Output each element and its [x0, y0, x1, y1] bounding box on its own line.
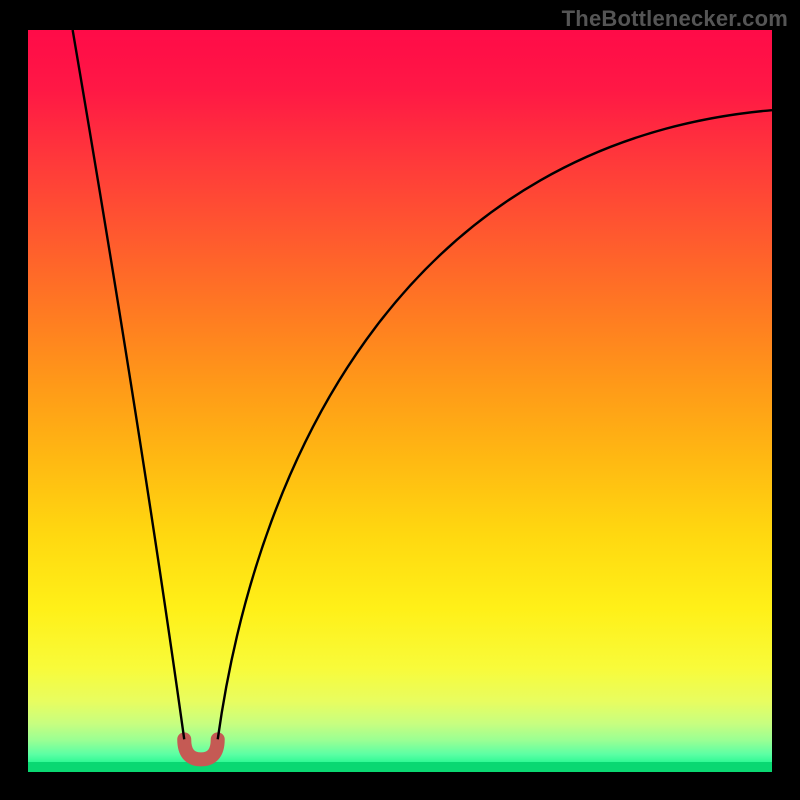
- curve-right-branch: [218, 110, 772, 739]
- stage: { "canvas": { "width": 800, "height": 80…: [0, 0, 800, 800]
- watermark-text: TheBottlenecker.com: [562, 6, 788, 32]
- plot-area: [28, 30, 772, 772]
- curve-svg: [28, 30, 772, 772]
- dip-marker: [184, 739, 217, 759]
- curve-left-branch: [73, 30, 185, 739]
